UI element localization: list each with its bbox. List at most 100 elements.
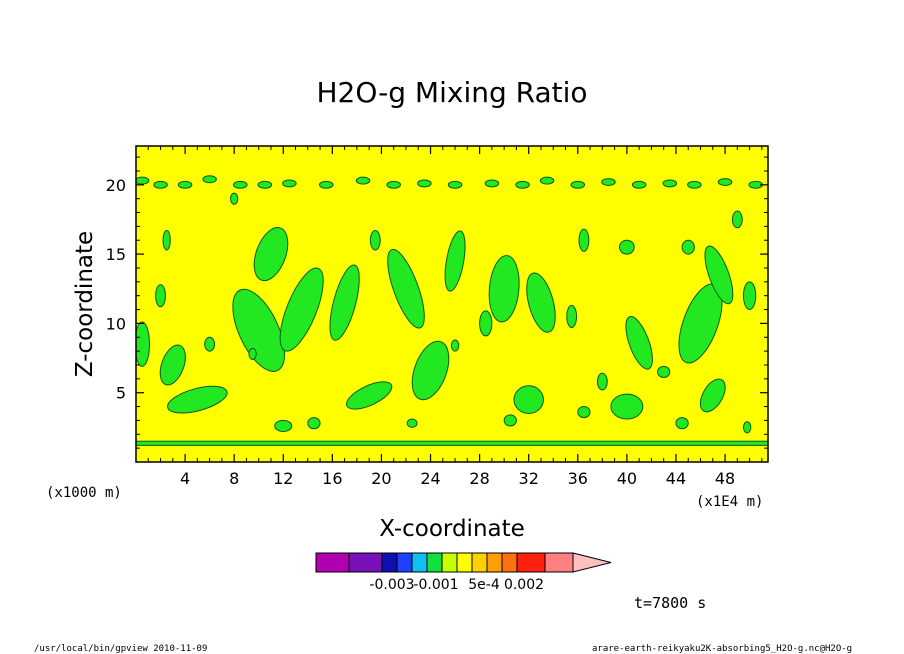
contour-region xyxy=(657,365,671,378)
y-tick-label: 15 xyxy=(106,245,126,264)
time-label: t=7800 s xyxy=(634,594,706,612)
colorbar-swatch xyxy=(486,552,503,573)
colorbar-arrow xyxy=(572,552,612,573)
contour-region xyxy=(153,180,168,189)
contour-region xyxy=(229,192,239,205)
colorbar-label: 5e-4 xyxy=(468,577,500,593)
contour-region xyxy=(159,344,186,386)
colorbar-swatch xyxy=(501,552,518,573)
x-tick-label: 20 xyxy=(371,469,391,488)
contour-region xyxy=(447,180,463,189)
contour-region xyxy=(515,180,530,189)
colorbar-swatch xyxy=(315,552,350,573)
contour-region xyxy=(282,179,297,188)
contour-region xyxy=(355,176,371,185)
contour-region xyxy=(202,175,217,184)
plot-frame xyxy=(135,145,769,463)
contour-region xyxy=(503,414,517,427)
contour-region xyxy=(631,180,647,189)
colorbar-swatch xyxy=(471,552,488,573)
contour-region xyxy=(675,417,689,430)
x-tick-label: 24 xyxy=(420,469,440,488)
contour-region xyxy=(610,393,644,420)
contour-region xyxy=(411,340,450,401)
contour-region xyxy=(681,239,695,255)
colorbar-swatch xyxy=(396,552,413,573)
contour-region xyxy=(386,180,401,189)
contour-region xyxy=(742,421,752,434)
contour-region xyxy=(484,179,500,188)
contour-region xyxy=(731,210,743,229)
colorbar-swatch xyxy=(411,552,428,573)
x-tick-label: 32 xyxy=(519,469,539,488)
x-tick-label: 48 xyxy=(715,469,735,488)
contour-region xyxy=(233,180,248,189)
colorbar-swatch xyxy=(441,552,458,573)
contour-region xyxy=(578,228,590,252)
footer-left: /usr/local/bin/gpview 2010-11-09 xyxy=(34,644,207,654)
contour-region xyxy=(406,418,418,428)
x-axis: 4 8 12 16 20 24 28 32 36 40 44 48 xyxy=(147,146,763,488)
chart-title: H2O-g Mixing Ratio xyxy=(316,76,587,109)
contour-region xyxy=(444,230,466,292)
x-axis-label: X-coordinate xyxy=(379,516,525,542)
contour-region xyxy=(232,288,286,372)
contour-region xyxy=(253,227,289,282)
y-tick-label: 10 xyxy=(106,314,126,333)
contour-region xyxy=(601,178,616,187)
x-tick-label: 40 xyxy=(617,469,637,488)
colorbar-swatch xyxy=(348,552,383,573)
footer-right: arare-earth-reikyaku2K-absorbing5_H2O-g.… xyxy=(592,644,852,654)
contour-region xyxy=(717,178,733,187)
contour-region xyxy=(577,406,591,419)
colorbar-swatch xyxy=(426,552,443,573)
contour-region xyxy=(257,180,273,189)
plot-background xyxy=(136,146,768,462)
contour-region xyxy=(704,245,734,305)
x-tick-label: 44 xyxy=(666,469,686,488)
contour-region xyxy=(625,316,653,370)
colorbar-label: 0.002 xyxy=(504,577,544,593)
contour-region xyxy=(619,239,635,255)
contour-region xyxy=(167,385,228,414)
contour-region xyxy=(274,419,293,433)
contour-region xyxy=(513,385,544,414)
contour-region xyxy=(488,255,520,323)
contour-layer xyxy=(136,175,768,446)
contour-region xyxy=(479,310,493,337)
x-tick-label: 28 xyxy=(469,469,489,488)
x-tick-label: 8 xyxy=(229,469,239,488)
y-axis-label: Z-coordinate xyxy=(72,231,98,377)
contour-region xyxy=(318,180,334,189)
contour-region xyxy=(346,381,393,410)
contour-region xyxy=(279,267,324,352)
x-unit-right: (x1E4 m) xyxy=(696,494,763,510)
colorbar-swatch xyxy=(544,552,574,573)
contour-region xyxy=(687,180,702,189)
contour-region xyxy=(417,179,432,188)
x-tick-label: 12 xyxy=(273,469,293,488)
contour-region xyxy=(162,230,171,251)
x-tick-label: 36 xyxy=(568,469,588,488)
contour-region xyxy=(570,180,586,189)
contour-region xyxy=(177,180,193,189)
colorbar: -0.003-0.001 5e-4 0.002 xyxy=(315,552,612,593)
contour-region xyxy=(662,179,678,188)
x-unit-left: (x1000 m) xyxy=(46,485,122,501)
colorbar-label: -0.001 xyxy=(413,577,458,593)
contour-region xyxy=(329,264,360,341)
colorbar-swatch xyxy=(516,552,546,573)
colorbar-swatch xyxy=(456,552,473,573)
contour-region xyxy=(699,378,726,413)
contour-region xyxy=(155,284,166,308)
contour-region xyxy=(307,417,321,430)
contour-region xyxy=(539,176,555,185)
contour-region xyxy=(136,176,150,185)
contour-region xyxy=(596,372,608,391)
y-axis: 5 10 15 20 xyxy=(106,156,768,449)
x-tick-label: 16 xyxy=(322,469,342,488)
contour-region xyxy=(387,248,425,329)
contour-region xyxy=(526,272,556,333)
contour-region xyxy=(450,339,460,352)
